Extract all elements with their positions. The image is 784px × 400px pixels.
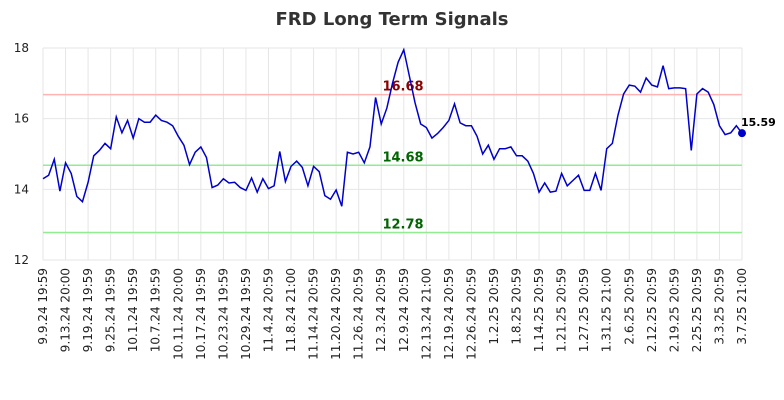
x-tick-label: 11.14.24 20:59 [307, 268, 321, 360]
price-series-line [42, 47, 743, 207]
x-tick-label: 10.7.24 19:59 [149, 268, 163, 352]
x-tick-label: 9.9.24 19:59 [36, 268, 50, 345]
x-tick-label: 11.26.24 20:59 [352, 268, 366, 360]
last-value-marker [738, 129, 746, 138]
x-tick-label: 12.9.24 20:59 [397, 268, 411, 352]
x-tick-label: 3.3.25 20:59 [712, 268, 726, 345]
grid [42, 47, 743, 261]
y-tick-label: 18 [14, 41, 29, 55]
x-tick-label: 1.14.25 20:59 [532, 268, 546, 352]
reference-line-label: 12.78 [382, 217, 423, 232]
y-tick-label: 12 [14, 253, 29, 267]
x-tick-label: 1.21.25 20:59 [555, 268, 569, 352]
y-axis: 12 14 16 18 [14, 41, 29, 267]
x-tick-label: 9.19.24 19:59 [81, 268, 95, 352]
x-tick-label: 2.25.25 20:59 [690, 268, 704, 352]
x-tick-label: 3.7.25 21:00 [735, 268, 749, 345]
x-tick-label: 2.19.25 20:59 [667, 268, 681, 352]
chart-title: FRD Long Term Signals [275, 9, 508, 30]
x-tick-label: 12.3.24 20:59 [374, 268, 388, 352]
x-tick-label: 1.2.25 20:59 [487, 268, 501, 345]
reference-line-label: 14.68 [382, 150, 423, 165]
last-value-label: 15.59 [741, 116, 776, 129]
y-tick-label: 14 [14, 182, 29, 196]
x-tick-label: 10.11.24 20:00 [171, 268, 185, 360]
x-tick-label: 11.8.24 21:00 [284, 268, 298, 352]
x-tick-label: 12.13.24 21:00 [419, 268, 433, 360]
x-tick-label: 1.31.25 21:00 [600, 268, 614, 352]
x-tick-label: 10.23.24 19:59 [216, 268, 230, 360]
reference-lines: 16.68 14.68 12.78 [43, 80, 742, 234]
y-tick-label: 16 [14, 112, 29, 126]
x-tick-label: 11.20.24 20:59 [329, 268, 343, 360]
x-tick-label: 12.19.24 20:59 [442, 268, 456, 360]
x-tick-label: 1.27.25 20:59 [577, 268, 591, 352]
reference-line-label: 16.68 [382, 80, 423, 95]
x-tick-label: 1.8.25 20:59 [510, 268, 524, 345]
x-tick-label: 2.6.25 20:59 [622, 268, 636, 345]
x-tick-label: 10.29.24 19:59 [239, 268, 253, 360]
x-tick-label: 11.4.24 20:59 [261, 268, 275, 352]
x-tick-label: 10.1.24 19:59 [126, 268, 140, 352]
x-tick-label: 12.26.24 20:59 [464, 268, 478, 360]
x-tick-label: 9.25.24 19:59 [104, 268, 118, 352]
x-tick-label: 9.13.24 20:00 [59, 268, 73, 352]
x-tick-label: 10.17.24 19:59 [194, 268, 208, 360]
x-axis: 9.9.24 19:59 9.13.24 20:00 9.19.24 19:59 9.… [36, 268, 749, 360]
x-tick-label: 2.12.25 20:59 [645, 268, 659, 352]
